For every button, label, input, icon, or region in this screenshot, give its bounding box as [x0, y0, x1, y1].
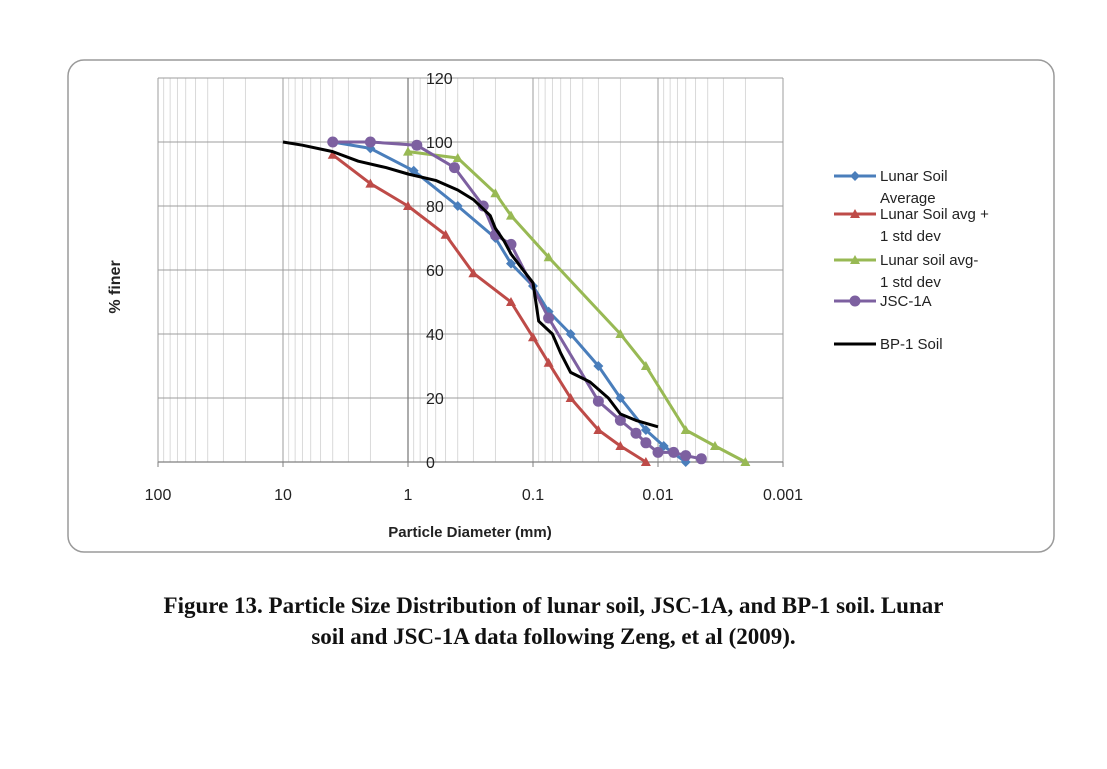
data-point [403, 201, 413, 210]
y-tick-label: 100 [426, 135, 453, 152]
series-2 [327, 149, 651, 466]
axes [157, 78, 784, 467]
data-point [615, 329, 626, 338]
x-tick-label: 1 [404, 487, 413, 504]
legend-entry: JSC-1A [834, 293, 932, 310]
tick-labels: 100 10 1 0.1 0.01 0.001 0 20 40 60 80 100 120 [145, 71, 803, 504]
y-tick-label: 0 [426, 455, 435, 472]
data-point [543, 252, 554, 262]
legend-marker [849, 295, 861, 307]
legend-marker [850, 209, 860, 218]
data-point [364, 136, 376, 148]
legend-entry: Lunar Soil avg + 1 std dev [834, 206, 989, 245]
legend-marker [850, 255, 860, 264]
data-point [680, 450, 692, 462]
grid [157, 77, 784, 463]
series-3 [403, 146, 751, 466]
legend-label: JSC-1A [880, 293, 932, 310]
data-point [452, 201, 463, 211]
data-point [448, 162, 460, 174]
data-point [680, 425, 691, 434]
data-point [505, 258, 516, 269]
series-group [282, 136, 751, 467]
data-point [327, 149, 338, 159]
data-point [543, 357, 554, 367]
data-point [614, 414, 626, 426]
legend-entry: BP-1 Soil [834, 336, 943, 353]
y-tick-label: 120 [426, 71, 453, 88]
legend-label: Lunar Soil [880, 168, 948, 185]
chart: 100 10 1 0.1 0.01 0.001 0 20 40 60 80 100 120 Partic… [67, 59, 1055, 553]
series-line [282, 140, 659, 429]
legend-label: Lunar soil avg- [880, 252, 978, 269]
series-line [332, 140, 702, 461]
data-point [652, 446, 664, 458]
data-point [640, 457, 651, 466]
data-point [365, 178, 376, 188]
series-4 [327, 136, 707, 465]
data-point [452, 153, 463, 162]
legend-marker [850, 171, 860, 181]
caption-line-2: soil and JSC-1A data following Zeng, et … [311, 624, 796, 649]
figure-caption: Figure 13. Particle Size Distribution of… [40, 590, 1067, 652]
y-tick-label: 60 [426, 263, 444, 280]
y-tick-label: 40 [426, 327, 444, 344]
data-point [640, 425, 651, 435]
data-point [640, 437, 652, 449]
x-tick-label: 100 [145, 487, 172, 504]
series-5 [282, 140, 659, 429]
data-point [565, 329, 576, 339]
data-point [615, 441, 626, 450]
legend-entry: Lunar soil avg- 1 std dev [834, 252, 978, 291]
data-point [505, 297, 516, 306]
data-point [615, 393, 626, 403]
data-point [505, 210, 516, 220]
data-point [468, 268, 479, 278]
data-point [565, 393, 576, 402]
data-point [477, 200, 489, 212]
data-point [592, 395, 604, 407]
legend-entry: Lunar Soil Average [834, 168, 948, 207]
legend-label: 1 std dev [880, 274, 941, 291]
legend-label: Average [880, 190, 936, 207]
x-tick-label: 0.1 [522, 487, 544, 504]
x-axis-label: Particle Diameter (mm) [388, 524, 551, 541]
data-point [668, 446, 680, 458]
data-point [490, 188, 501, 198]
caption-line-1: Figure 13. Particle Size Distribution of… [163, 593, 944, 618]
legend-label: 1 std dev [880, 228, 941, 245]
x-tick-label: 0.001 [763, 487, 803, 504]
data-point [528, 332, 538, 342]
data-point [411, 139, 423, 151]
y-tick-label: 80 [426, 199, 444, 216]
y-tick-label: 20 [426, 391, 444, 408]
data-point [640, 361, 651, 370]
legend-label: BP-1 Soil [880, 336, 943, 353]
data-point [543, 312, 555, 324]
y-axis-label: % finer [107, 260, 124, 313]
series-line [407, 150, 747, 464]
data-point [630, 427, 642, 439]
data-point [695, 453, 707, 465]
x-tick-label: 10 [274, 487, 292, 504]
data-point [403, 146, 413, 156]
data-point [709, 441, 720, 450]
legend-label: Lunar Soil avg + [880, 206, 989, 223]
data-point [740, 457, 751, 466]
data-point [440, 229, 451, 239]
x-tick-label: 0.01 [642, 487, 673, 504]
data-point [593, 361, 604, 371]
data-point [593, 425, 604, 434]
data-point [327, 136, 339, 148]
